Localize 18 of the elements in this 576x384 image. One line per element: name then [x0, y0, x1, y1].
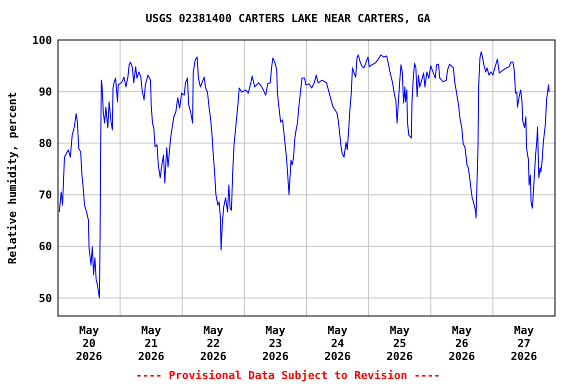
y-tick-label: 70: [38, 188, 52, 202]
x-tick-label: May 21 2026: [138, 324, 165, 363]
x-tick-label: May 25 2026: [386, 324, 414, 363]
y-tick-label: 100: [32, 34, 52, 47]
y-tick-label: 60: [38, 240, 52, 254]
y-tick-label: 50: [38, 292, 52, 305]
text: ---- Provisional Data Subject to Revision ----: [136, 369, 440, 382]
x-tick-label: May 20 2026: [76, 324, 103, 363]
y-axis-title: Relative humidity, percent: [6, 92, 19, 264]
x-tick-label: May 22 2026: [200, 324, 227, 363]
x-tick-label: May 24 2026: [324, 324, 352, 363]
y-tick-label: 90: [38, 85, 52, 98]
x-tick-label: May 26 2026: [448, 324, 476, 363]
chart-title: USGS 02381400 CARTERS LAKE NEAR CARTERS, GA: [146, 12, 431, 25]
y-tick-label: 80: [38, 137, 52, 150]
x-tick-label: May 27 2026: [510, 324, 538, 363]
line-series: [58, 51, 550, 298]
x-tick-label: May 23 2026: [262, 324, 290, 363]
